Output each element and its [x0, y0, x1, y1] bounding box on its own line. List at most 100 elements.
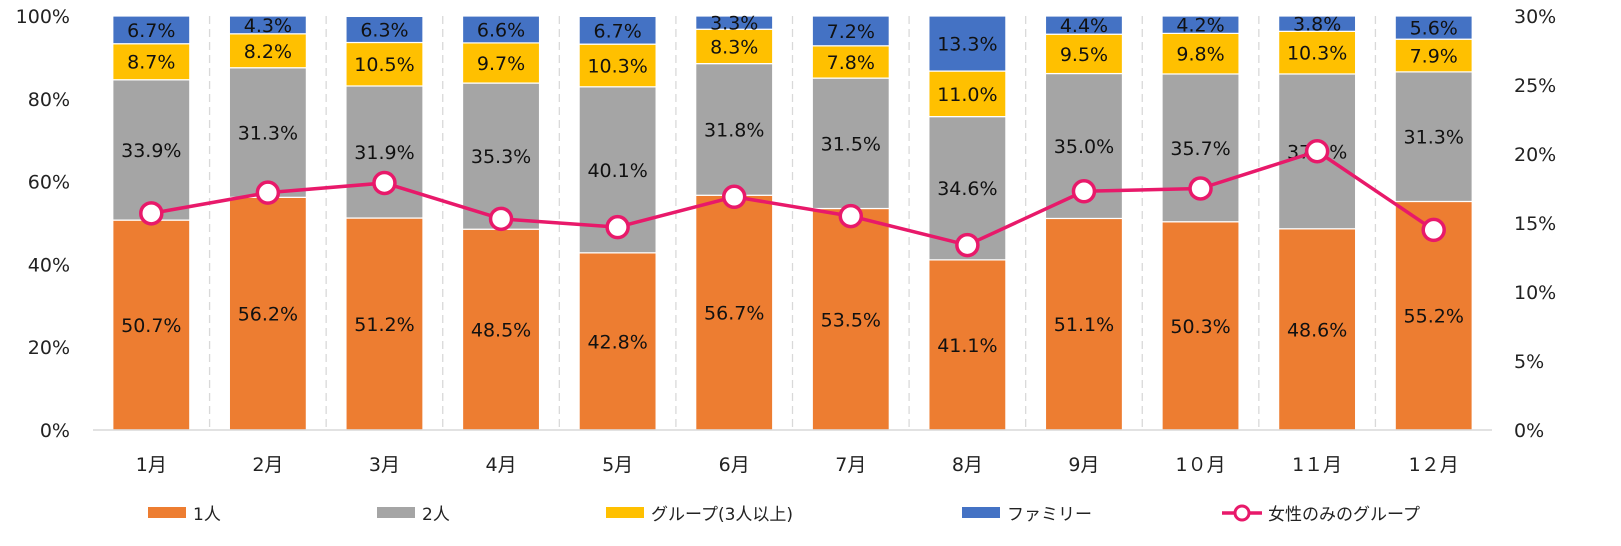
bar-segment-item	[345, 15, 424, 44]
data-label: 53.5%	[821, 309, 881, 331]
data-label: 56.2%	[238, 304, 298, 326]
legend-label: グループ(3人以上)	[651, 505, 793, 525]
y-right-tick-label: 30%	[1514, 6, 1556, 28]
line-point	[721, 184, 747, 210]
data-label: 9.5%	[1060, 44, 1108, 66]
y-left-tick-label: 20%	[28, 337, 70, 359]
data-label: 11.0%	[937, 84, 997, 106]
data-label: 3.3%	[710, 13, 758, 35]
data-label: 4.2%	[1176, 15, 1224, 37]
data-label: 48.5%	[471, 320, 531, 342]
x-tick-label: 9月	[1068, 454, 1099, 476]
data-label: 6.7%	[127, 20, 175, 42]
data-label: 35.7%	[1170, 138, 1230, 160]
bar-segment-3	[1394, 38, 1473, 73]
bar-segment-3	[345, 41, 424, 87]
bar-segment-1	[1161, 221, 1240, 431]
legend-swatch	[606, 507, 644, 518]
line-point	[488, 206, 514, 232]
bar-segment-3	[112, 43, 191, 81]
line-point	[255, 180, 281, 205]
bar-segment-3	[928, 70, 1007, 118]
legend-label: 女性のみのグループ	[1268, 505, 1420, 525]
line-layer	[139, 138, 1446, 258]
data-label: 6.6%	[477, 19, 525, 41]
legend-swatch	[148, 507, 186, 518]
data-label: 31.9%	[354, 142, 414, 164]
data-label: 35.0%	[1054, 136, 1114, 158]
x-tick-label: 4月	[485, 454, 516, 476]
y-left-tick-label: 100%	[16, 6, 70, 28]
y-right-tick-label: 5%	[1514, 351, 1544, 373]
x-tick-label: 2月	[252, 454, 283, 476]
bar-segment-item	[578, 15, 657, 45]
y-right-tick-label: 10%	[1514, 282, 1556, 304]
legend-label: 2人	[422, 505, 450, 525]
line-point	[1304, 138, 1330, 164]
line-point	[1421, 217, 1446, 243]
y-right-tick-label: 15%	[1514, 213, 1556, 235]
line-point	[838, 203, 864, 229]
line-point	[605, 214, 630, 240]
legend-swatch	[962, 507, 1000, 518]
bar-segment-item	[112, 15, 191, 45]
data-label: 6.3%	[360, 19, 408, 41]
data-label: 7.9%	[1410, 46, 1458, 68]
x-tick-label: 1１月	[1292, 454, 1342, 476]
data-label: 31.3%	[238, 123, 298, 145]
data-label: 56.7%	[704, 303, 764, 325]
bar-segment-3	[695, 28, 774, 65]
bar-segment-1	[1044, 217, 1124, 431]
y-right-tick-label: 25%	[1514, 75, 1556, 97]
legend-swatch	[377, 507, 415, 518]
bar-segment-3	[1044, 33, 1124, 75]
data-label: 10.3%	[587, 55, 647, 77]
data-label: 51.2%	[354, 314, 414, 336]
data-label: 4.3%	[244, 15, 292, 37]
data-label: 6.7%	[593, 20, 641, 42]
data-label: 33.9%	[121, 140, 181, 162]
data-label: 31.8%	[704, 119, 764, 141]
y-left-tick-label: 60%	[28, 172, 70, 194]
y-left-tick-label: 0%	[40, 420, 70, 442]
y-left-tick-label: 40%	[28, 254, 70, 276]
bar-segment-2	[1394, 71, 1473, 203]
bar-segment-1	[578, 252, 657, 431]
bar-segment-item	[928, 15, 1007, 72]
legend: 1人 2人 グループ(3人以上) ファミリー 女性のみのグループ	[148, 504, 1420, 525]
data-label: 48.6%	[1287, 319, 1347, 341]
bar-segment-2	[461, 82, 541, 230]
category-separators	[208, 16, 1377, 430]
x-tick-label: 1０月	[1175, 454, 1225, 476]
bar-segment-3	[228, 33, 307, 69]
legend-label: ファミリー	[1007, 505, 1092, 525]
line-point	[139, 201, 164, 226]
data-label: 40.1%	[587, 160, 647, 182]
bar-segment-3	[811, 45, 890, 79]
bar-segment-2	[228, 67, 307, 198]
axes-layer: 0% 20% 40% 60% 80% 100% 0% 5% 10% 15% 20% 25% 30% 1月 2…	[16, 6, 1557, 476]
bar-segment-item	[1278, 15, 1357, 32]
legend-item: グループ(3人以上)	[606, 505, 793, 525]
data-label: 7.2%	[827, 21, 875, 43]
data-label: 4.4%	[1060, 15, 1108, 37]
data-label: 9.7%	[477, 53, 525, 75]
line-point	[955, 232, 980, 258]
data-label: 10.5%	[354, 54, 414, 76]
y-right-tick-label: 0%	[1514, 420, 1544, 442]
bar-segment-item	[461, 15, 541, 44]
line-point	[1188, 176, 1213, 201]
bar-segment-1	[695, 194, 774, 431]
data-label: 51.1%	[1054, 314, 1114, 336]
bar-segment-3	[461, 42, 541, 84]
line-series-itemwomen-only	[150, 149, 1435, 247]
bar-segment-2	[345, 85, 424, 219]
data-label: 31.3%	[1404, 127, 1464, 149]
data-label: 10.3%	[1287, 43, 1347, 65]
data-label: 35.3%	[471, 146, 531, 168]
legend-item: 2人	[377, 505, 450, 525]
bar-segment-1	[345, 217, 424, 431]
bar-segment-1	[811, 207, 890, 431]
data-label: 13.3%	[937, 34, 997, 56]
